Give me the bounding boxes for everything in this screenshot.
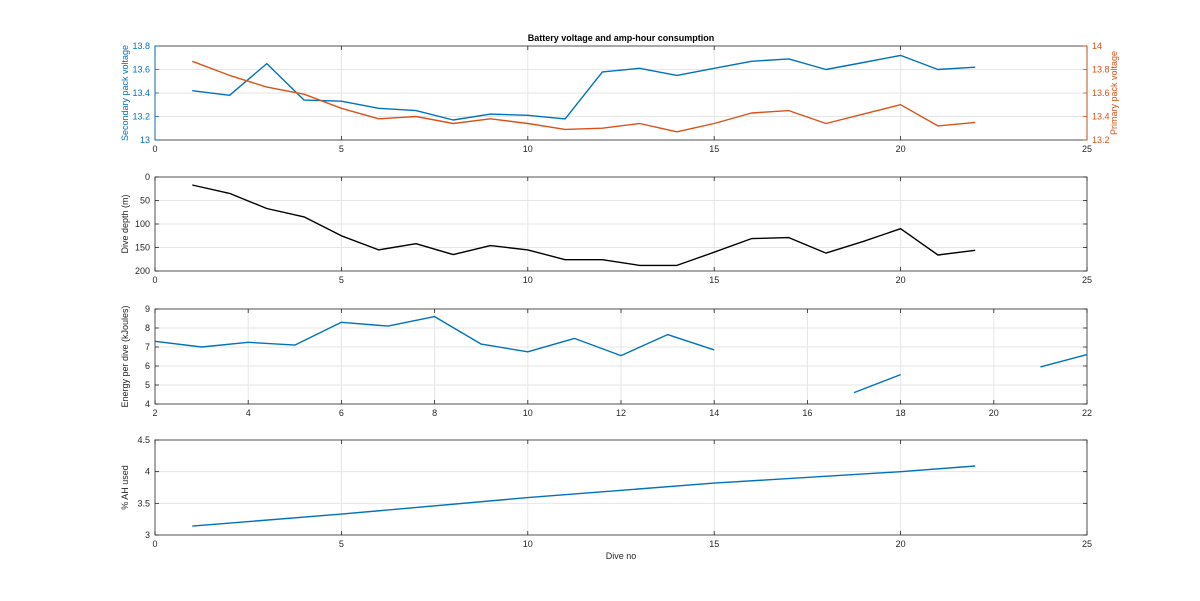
series-line-depth-0 [192, 184, 976, 267]
y-tick-label: 9 [145, 304, 150, 314]
y-tick-label: 13 [140, 135, 150, 145]
x-tick-label: 15 [709, 275, 719, 285]
y-tick-label: 100 [135, 219, 150, 229]
series-line-ah-0 [192, 465, 976, 527]
x-axis-label: Dive no [606, 551, 637, 561]
series-line-energy-1 [853, 373, 901, 394]
x-tick-label: 0 [152, 539, 157, 549]
x-tick-label: 5 [339, 275, 344, 285]
x-tick-label: 15 [709, 539, 719, 549]
y-tick-label: 7 [145, 342, 150, 352]
y-tick-label: 200 [135, 266, 150, 276]
y-tick-label: 3 [145, 530, 150, 540]
x-tick-label: 20 [896, 144, 906, 154]
right-tick-label: 13.4 [1092, 112, 1110, 122]
x-tick-label: 22 [1082, 408, 1092, 418]
y-axis-label: Secondary pack voltage [120, 45, 130, 141]
y-tick-label: 3.5 [137, 498, 150, 508]
right-tick-label: 13.8 [1092, 65, 1110, 75]
x-tick-label: 6 [339, 408, 344, 418]
x-tick-label: 18 [896, 408, 906, 418]
x-tick-label: 10 [523, 539, 533, 549]
x-tick-label: 20 [896, 275, 906, 285]
y-tick-label: 6 [145, 361, 150, 371]
y-tick-label: 13.6 [132, 65, 150, 75]
y-axis-label: % AH used [120, 465, 130, 510]
y-axis-label: Dive depth (m) [120, 194, 130, 253]
x-tick-label: 20 [896, 539, 906, 549]
x-tick-label: 16 [802, 408, 812, 418]
x-tick-label: 8 [432, 408, 437, 418]
right-tick-label: 14 [1092, 41, 1102, 51]
x-tick-label: 25 [1082, 275, 1092, 285]
right-axis-label: Primary pack voltage [1109, 51, 1119, 135]
x-tick-label: 10 [523, 275, 533, 285]
subplot-depth: 0 5 10 15 20 25 0 50 100 150 200 Dive depth (m) [120, 172, 1092, 285]
figure-title: Battery voltage and amp-hour consumption [528, 33, 715, 43]
x-tick-label: 10 [523, 144, 533, 154]
plot-area-ah [155, 440, 1087, 535]
series-line-voltage-1 [192, 60, 976, 133]
x-tick-label: 25 [1082, 144, 1092, 154]
y-tick-label: 5 [145, 380, 150, 390]
y-tick-label: 4.5 [137, 435, 150, 445]
y-tick-label: 50 [140, 196, 150, 206]
x-tick-label: 14 [709, 408, 719, 418]
x-tick-label: 12 [616, 408, 626, 418]
x-tick-label: 0 [152, 144, 157, 154]
y-tick-label: 4 [145, 399, 150, 409]
x-tick-label: 15 [709, 144, 719, 154]
x-tick-label: 5 [339, 144, 344, 154]
y-axis-label: Energy per dive (kJoules) [120, 305, 130, 407]
y-tick-label: 0 [145, 172, 150, 182]
x-tick-label: 2 [152, 408, 157, 418]
right-tick-label: 13.2 [1092, 135, 1110, 145]
x-tick-label: 4 [246, 408, 251, 418]
x-tick-label: 5 [339, 539, 344, 549]
y-tick-label: 13.8 [132, 41, 150, 51]
axes-box-ah [154, 439, 1088, 536]
y-tick-label: 150 [135, 243, 150, 253]
right-tick-label: 13.6 [1092, 88, 1110, 98]
x-tick-label: 20 [989, 408, 999, 418]
y-tick-label: 13.4 [132, 88, 150, 98]
subplot-ah: 0 5 10 15 20 25 3 3.5 4 4.5 % AH used Dive no [120, 435, 1092, 561]
x-tick-label: 25 [1082, 539, 1092, 549]
y-tick-label: 13.2 [132, 112, 150, 122]
y-tick-label: 8 [145, 323, 150, 333]
x-tick-label: 10 [523, 408, 533, 418]
series-line-energy-2 [1040, 353, 1088, 368]
x-tick-label: 0 [152, 275, 157, 285]
y-tick-label: 4 [145, 467, 150, 477]
